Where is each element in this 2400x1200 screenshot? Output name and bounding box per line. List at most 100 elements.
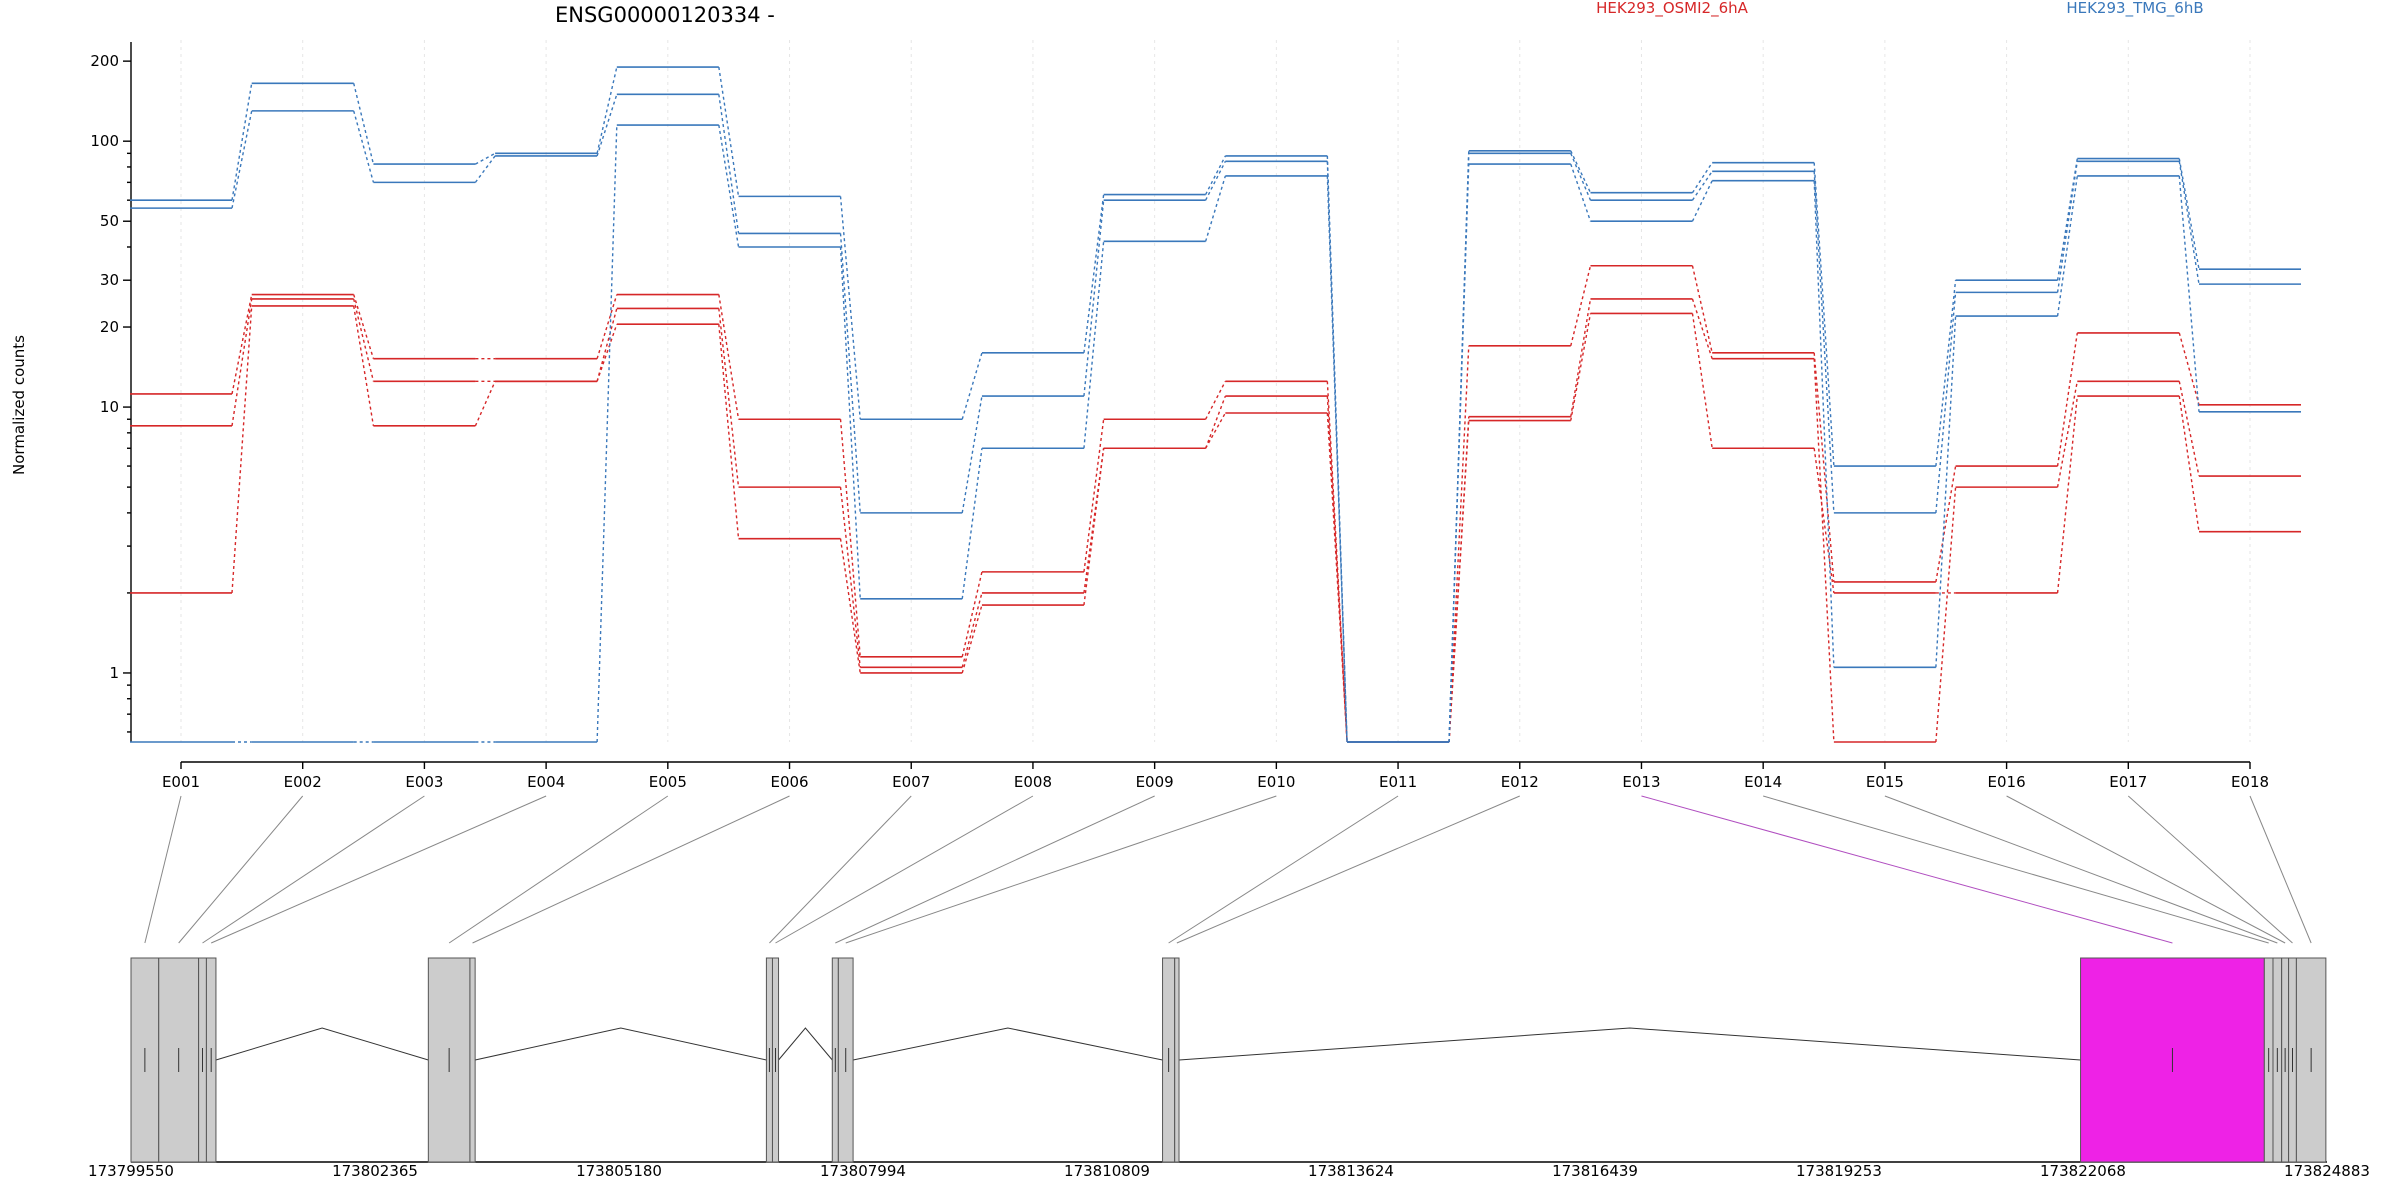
series-6-transition [1935,315,1957,668]
series-6-transition [2178,175,2200,412]
connector-e005 [448,795,669,944]
series-4-transition [596,66,618,154]
series-6-transition [1326,175,1348,743]
series-2 [130,298,2301,743]
series-3-transition [353,305,375,426]
series-2-transition [353,298,375,382]
series-4-transition [2178,158,2200,270]
series-1-transition [231,294,253,395]
series-3-transition [1570,313,1592,421]
genome-coordinate-label: 173819253 [1796,1162,1882,1180]
exon-e012 [1174,957,1180,1163]
series-2-transition [1813,358,1835,743]
connector-e010 [845,795,1277,944]
x-tick-label-e002: E002 [284,773,322,791]
x-tick-label-e013: E013 [1622,773,1660,791]
series-6-transition [1448,164,1470,743]
genome-coordinate-label: 173799550 [88,1162,174,1180]
series-5-transition [231,110,253,209]
series-4-transition [1083,194,1105,353]
x-tick-label-e016: E016 [1988,773,2026,791]
series-5 [130,93,2301,743]
connector-e004 [210,795,547,944]
exon-e006 [469,957,476,1163]
series-1-transition [1935,465,1957,583]
connector-e013 [1641,795,2173,944]
series-4 [130,66,2301,743]
y-tick-label: 100 [90,132,119,150]
series-1-transition [2056,332,2078,467]
x-tick-label-e005: E005 [649,773,687,791]
series-3-transition [1326,412,1348,743]
series-5-transition [1691,170,1713,201]
series-4-transition [1935,280,1957,467]
genome-coordinate-label: 173805180 [576,1162,662,1180]
series-3-transition [1083,448,1105,606]
series-4-transition [475,152,496,165]
series-1 [130,264,2301,743]
series-2-transition [839,487,861,668]
series-3-transition [2178,395,2200,532]
series-5-transition [1083,200,1105,397]
series-6-transition [961,448,983,599]
series-5-transition [1326,161,1348,743]
series-5-transition [474,155,496,183]
y-tick-label: 30 [100,271,119,289]
axes: 1 10 20 30 50 100 200 E001 E002 E003 E004 E005 E006 E… [90,42,2269,791]
connector-e001 [144,795,182,944]
series-5-transition [2056,161,2078,293]
series-2-transition [2178,381,2200,477]
exon-connectors [144,795,2312,944]
series-3-transition [1691,313,1713,449]
series-1-transition [1691,265,1713,353]
x-tick-label-e003: E003 [405,773,443,791]
y-tick-label: 1 [109,664,119,682]
x-tick-label-e006: E006 [770,773,808,791]
series-1-transition [1083,419,1105,572]
gene-model: 173799550 173802365 173805180 173807994 1738… [88,957,2370,1180]
series-6-transition [1204,175,1227,242]
series-6-transition [718,124,740,248]
connector-e007 [769,795,912,944]
series-1-transition [596,294,618,359]
series-6-transition [839,246,861,599]
genome-coordinate-label: 173807994 [820,1162,906,1180]
connector-e017 [2127,795,2293,944]
connector-e003 [202,795,425,944]
series-3-transition [1813,448,1835,594]
series-2-transition [596,308,618,382]
series-1-transition [839,419,861,657]
series-3-transition [2056,395,2078,593]
genome-coordinate-label: 173824883 [2284,1162,2370,1180]
genome-coordinate-label: 173816439 [1552,1162,1638,1180]
series-2-transition [231,298,253,426]
series-2-transition [2056,381,2078,488]
intron [1178,1027,2081,1061]
connector-e008 [775,795,1034,944]
x-tick-label-e018: E018 [2231,773,2269,791]
y-tick-label: 20 [100,318,119,336]
series-6-transition [1813,180,1835,668]
series-2-transition [1570,298,1592,417]
genome-coordinate-label: 173822068 [2040,1162,2126,1180]
intron [475,1027,767,1061]
series-4-transition [1205,155,1226,195]
series-5-transition [353,110,375,183]
series-2-transition [1204,395,1227,449]
series-1-transition [1205,380,1226,420]
x-tick-label-e004: E004 [527,773,565,791]
series-5-transition [1205,160,1226,201]
connector-e006 [472,795,790,944]
series-3-transition [839,538,861,674]
series-1-transition [353,294,375,359]
series-3-transition [1205,412,1226,449]
y-axis-label: Normalized counts [10,335,28,475]
chart-title: ENSG00000120334 - [555,3,775,27]
series-4-transition [839,196,861,420]
series-1-transition [2178,332,2200,405]
x-tick-label-e007: E007 [892,773,930,791]
series-2-transition [1083,448,1105,594]
series-5-transition [839,233,861,513]
series-4-transition [353,83,375,165]
